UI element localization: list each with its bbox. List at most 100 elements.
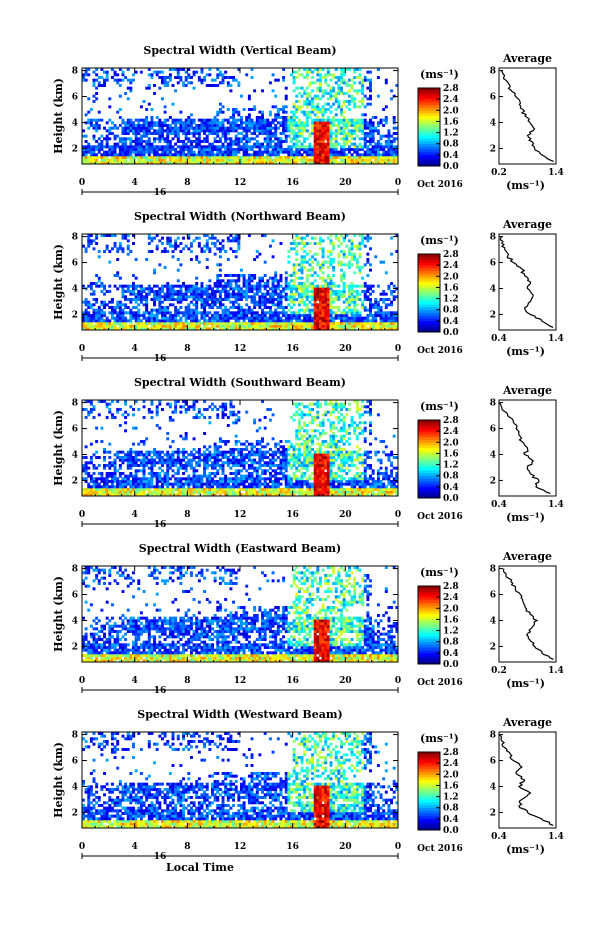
heatmap-cell (266, 158, 270, 162)
heatmap-cell (163, 319, 167, 323)
heatmap-cell (340, 153, 343, 157)
heatmap-cell (329, 97, 333, 101)
heatmap-cell (184, 84, 188, 87)
heatmap-cell (216, 134, 220, 138)
heatmap-cell (179, 300, 183, 304)
heatmap-cell (350, 78, 354, 82)
heatmap-cell (384, 271, 388, 275)
heatmap-cell (332, 89, 336, 93)
heatmap-cell (216, 314, 220, 317)
heatmap-cell (340, 110, 343, 114)
heatmap-cell (110, 156, 114, 159)
heatmap-cell (374, 322, 378, 325)
heatmap-cell (195, 156, 199, 159)
heatmap-cell (155, 314, 159, 317)
heatmap-cell (145, 464, 149, 467)
heatmap-cell (237, 156, 241, 159)
heatmap-cell (319, 298, 322, 301)
heatmap-cell (221, 290, 225, 293)
heatmap-cell (279, 132, 283, 135)
heatmap-cell (216, 118, 220, 122)
heatmap-cell (216, 263, 220, 267)
heatmap-cell (150, 322, 154, 325)
heatmap-cell (171, 493, 175, 497)
heatmap-cell (163, 156, 167, 159)
heatmap-cell (145, 140, 149, 143)
heatmap-cell (332, 247, 336, 251)
heatmap-cell (118, 137, 122, 141)
heatmap-cell (113, 416, 117, 419)
heatmap-cell (247, 145, 251, 149)
heatmap-cell (247, 108, 251, 111)
heatmap-cell (184, 124, 188, 127)
heatmap-cell (305, 121, 309, 125)
heatmap-cell (329, 86, 333, 90)
heatmap-cell (145, 150, 149, 154)
heatmap-cell (303, 68, 307, 71)
heatmap-cell (103, 292, 106, 296)
heatmap-cell (171, 488, 175, 491)
heatmap-cell (255, 145, 259, 149)
colorbar-band (418, 281, 440, 285)
heatmap-cell (100, 153, 104, 157)
heatmap-cell (205, 300, 209, 304)
heatmap-cell (124, 295, 128, 299)
heatmap-cell (211, 126, 214, 130)
heatmap-cell (369, 161, 372, 165)
heatmap-cell (237, 145, 241, 149)
heatmap-cell (342, 70, 346, 74)
heatmap-cell (345, 316, 349, 320)
heatmap-cell (179, 292, 183, 296)
heatmap-cell (311, 284, 315, 288)
heatmap-cell (355, 124, 359, 127)
heatmap-cell (129, 140, 133, 143)
heatmap-cell (95, 242, 99, 245)
heatmap-cell (166, 153, 170, 157)
heatmap-cell (250, 153, 254, 157)
heatmap-cell (89, 477, 93, 481)
heatmap-cell (121, 308, 125, 312)
heatmap-cell (232, 156, 236, 159)
heatmap-cell (179, 145, 183, 149)
heatmap-cell (334, 327, 338, 331)
heatmap-cell (158, 126, 162, 130)
heatmap-cell (240, 121, 243, 125)
heatmap-cell (366, 322, 370, 325)
heatmap-cell (155, 472, 159, 475)
heatmap-cell (200, 81, 204, 85)
heatmap-cell (150, 402, 154, 406)
heatmap-cell (129, 124, 133, 127)
heatmap-cell (261, 153, 264, 157)
heatmap-cell (247, 140, 251, 143)
heatmap-cell (353, 142, 357, 146)
colorbar-band (418, 295, 440, 299)
heatmap-cell (84, 156, 88, 159)
heatmap-cell (176, 311, 180, 315)
heatmap-cell (216, 76, 220, 79)
heatmap-cell (313, 68, 317, 71)
heatmap-cell (176, 493, 180, 497)
heatmap-cell (276, 303, 280, 307)
heatmap-cell (150, 116, 154, 119)
heatmap-cell (366, 97, 370, 101)
heatmap-cell (82, 488, 85, 491)
heatmap-cell (121, 121, 125, 125)
heatmap-cell (358, 284, 362, 288)
heatmap-cell (258, 303, 262, 307)
heatmap-cell (311, 102, 315, 106)
heatmap-cell (213, 124, 217, 127)
heatmap-cell (126, 247, 130, 251)
heatmap-cell (319, 308, 322, 312)
heatmap-cell (118, 493, 122, 497)
heatmap-cell (303, 158, 307, 162)
heatmap-cell (350, 129, 354, 133)
heatmap-cell (363, 316, 367, 320)
heatmap-cell (137, 161, 141, 165)
heatmap-cell (132, 298, 135, 301)
heatmap-cell (324, 308, 328, 312)
heatmap-cell (216, 158, 220, 162)
heatmap-cell (332, 322, 336, 325)
heatmap-cell (345, 105, 349, 109)
heatmap-cell (266, 148, 270, 151)
heatmap-cell (242, 276, 246, 280)
